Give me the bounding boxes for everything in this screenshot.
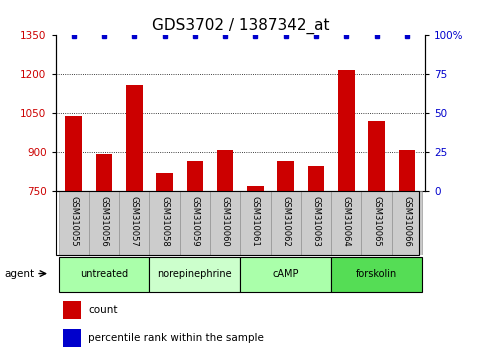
Bar xyxy=(149,257,241,292)
Text: GSM310058: GSM310058 xyxy=(160,196,169,246)
Bar xyxy=(308,166,325,191)
Text: GSM310064: GSM310064 xyxy=(342,196,351,246)
Bar xyxy=(331,191,361,255)
Bar xyxy=(338,70,355,191)
Bar xyxy=(241,257,331,292)
Bar xyxy=(277,160,294,191)
Text: forskolin: forskolin xyxy=(356,269,397,279)
Bar xyxy=(96,154,113,191)
Bar xyxy=(247,187,264,191)
Bar xyxy=(398,150,415,191)
Bar xyxy=(361,191,392,255)
Text: GSM310057: GSM310057 xyxy=(130,196,139,246)
Text: cAMP: cAMP xyxy=(272,269,299,279)
Text: agent: agent xyxy=(4,269,35,279)
Bar xyxy=(149,191,180,255)
Bar xyxy=(217,150,233,191)
Text: GSM310061: GSM310061 xyxy=(251,196,260,246)
Bar xyxy=(301,191,331,255)
Bar xyxy=(126,85,142,191)
Text: GSM310059: GSM310059 xyxy=(190,196,199,246)
Bar xyxy=(270,191,301,255)
Text: GSM310063: GSM310063 xyxy=(312,196,321,246)
Bar xyxy=(58,191,89,255)
Bar xyxy=(58,257,149,292)
Title: GDS3702 / 1387342_at: GDS3702 / 1387342_at xyxy=(152,18,329,34)
Bar xyxy=(89,191,119,255)
Bar xyxy=(156,173,173,191)
Bar xyxy=(331,257,422,292)
Bar xyxy=(241,191,270,255)
Bar xyxy=(119,191,149,255)
Text: GSM310056: GSM310056 xyxy=(99,196,109,246)
Bar xyxy=(65,116,82,191)
Bar xyxy=(63,301,81,319)
Text: GSM310062: GSM310062 xyxy=(281,196,290,246)
Text: norepinephrine: norepinephrine xyxy=(157,269,232,279)
Text: GSM310065: GSM310065 xyxy=(372,196,381,246)
Bar xyxy=(180,191,210,255)
Bar xyxy=(210,191,241,255)
Text: untreated: untreated xyxy=(80,269,128,279)
Text: count: count xyxy=(88,305,117,315)
Text: GSM310060: GSM310060 xyxy=(221,196,229,246)
Bar xyxy=(392,191,422,255)
Text: percentile rank within the sample: percentile rank within the sample xyxy=(88,333,264,343)
Bar xyxy=(368,121,385,191)
Bar xyxy=(186,160,203,191)
Text: GSM310066: GSM310066 xyxy=(402,196,412,246)
Bar xyxy=(63,329,81,347)
Text: GSM310055: GSM310055 xyxy=(69,196,78,246)
